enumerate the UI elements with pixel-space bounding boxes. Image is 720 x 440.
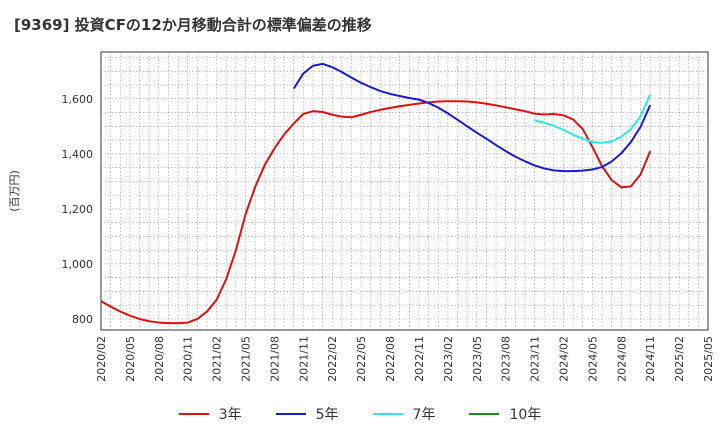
- x-tick-label: 2021/08: [268, 336, 281, 382]
- x-tick-label: 2023/05: [471, 336, 484, 382]
- x-axis: 2020/02 2020/05 2020/08 2020/11 2021/02 2021/…: [95, 336, 715, 382]
- legend-label: 7年: [412, 407, 436, 423]
- y-tick-label: 1,400: [62, 148, 94, 161]
- legend-label: 10年: [509, 407, 542, 423]
- legend-swatch: [178, 413, 209, 415]
- x-tick-label: 2024/05: [586, 336, 599, 382]
- x-tick-label: 2024/08: [615, 336, 628, 382]
- x-tick-label: 2022/08: [384, 336, 397, 382]
- y-tick-label: 1,000: [62, 258, 94, 271]
- x-tick-label: 2025/05: [702, 336, 715, 382]
- x-tick-label: 2025/02: [673, 336, 686, 382]
- x-tick-label: 2020/11: [182, 336, 195, 382]
- x-tick-label: 2020/05: [124, 336, 137, 382]
- legend-item: 5年: [275, 404, 339, 424]
- x-tick-label: 2023/11: [529, 336, 542, 382]
- x-tick-label: 2022/05: [355, 336, 368, 382]
- legend-label: 5年: [315, 407, 339, 423]
- y-tick-label: 1,200: [62, 203, 94, 216]
- x-tick-label: 2024/02: [557, 336, 570, 382]
- legend-item: 10年: [469, 404, 541, 424]
- legend: 3年 5年 7年 10年: [0, 404, 720, 424]
- legend-swatch: [372, 413, 403, 415]
- legend-swatch: [275, 413, 306, 415]
- x-tick-label: 2021/11: [297, 336, 310, 382]
- series-line-1: [100, 100, 652, 325]
- x-tick-label: 2023/08: [500, 336, 513, 382]
- grid: [101, 52, 708, 330]
- x-tick-label: 2024/11: [644, 336, 657, 382]
- series-line-2: [292, 62, 652, 173]
- y-tick-label: 800: [72, 313, 93, 326]
- x-tick-label: 2022/11: [413, 336, 426, 382]
- plot-area: [100, 51, 709, 331]
- legend-label: 3年: [218, 407, 242, 423]
- legend-item: 7年: [372, 404, 436, 424]
- x-tick-label: 2021/05: [240, 336, 253, 382]
- x-tick-label: 2022/02: [326, 336, 339, 382]
- y-axis: 800 1,000 1,200 1,400 1,600: [62, 93, 94, 326]
- x-tick-label: 2023/02: [442, 336, 455, 382]
- y-axis-label: (百万円): [8, 170, 21, 212]
- series-lines: [100, 62, 652, 325]
- chart-title: [9369] 投資CFの12か月移動合計の標準偏差の推移: [14, 16, 372, 34]
- y-tick-label: 1,600: [62, 93, 94, 106]
- legend-swatch: [469, 413, 500, 415]
- legend-item: 3年: [178, 404, 242, 424]
- x-tick-label: 2020/08: [153, 336, 166, 382]
- x-tick-label: 2021/02: [211, 336, 224, 382]
- x-tick-label: 2020/02: [95, 336, 108, 382]
- series-line-3: [534, 94, 652, 144]
